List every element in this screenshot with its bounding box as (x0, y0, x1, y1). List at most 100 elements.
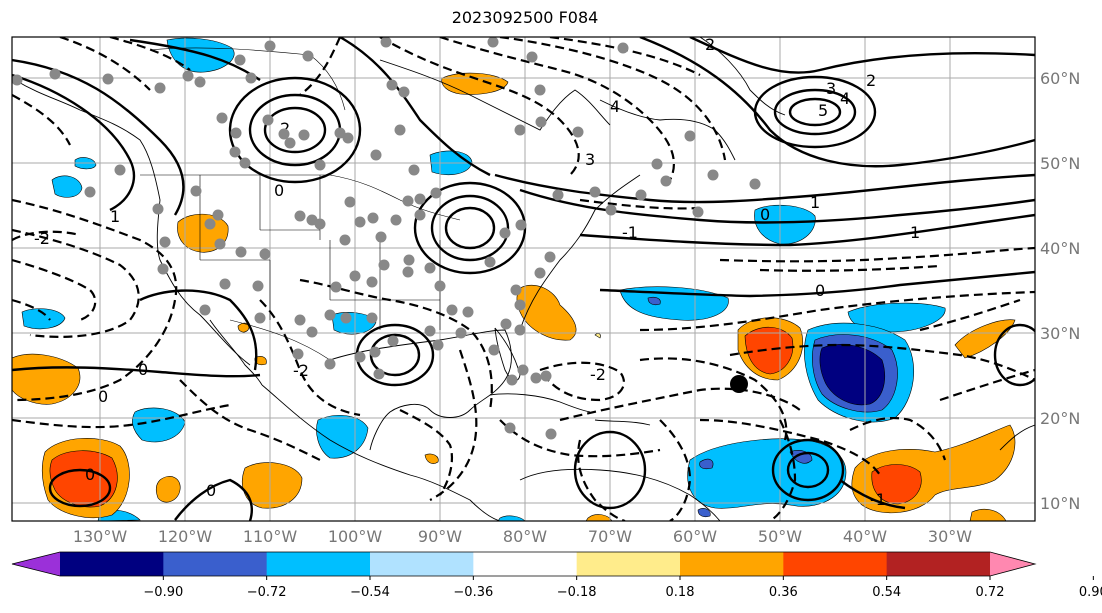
station-marker (373, 368, 385, 380)
observation-points (12, 37, 761, 440)
station-marker (114, 164, 126, 176)
station-marker (514, 299, 526, 311)
station-marker (366, 312, 378, 324)
station-marker (342, 132, 354, 144)
colorbar-segment (370, 552, 474, 576)
contour-label: 1 (810, 193, 820, 212)
station-marker (506, 374, 518, 386)
station-marker (504, 422, 516, 434)
station-marker (182, 70, 194, 82)
station-marker (499, 227, 511, 239)
station-marker (294, 210, 306, 222)
contour-label: 4 (610, 97, 620, 116)
lat-label: 60°N (1040, 69, 1080, 88)
station-marker (535, 116, 547, 128)
contour-label: 0 (85, 465, 95, 484)
contour-label: -1 (622, 223, 638, 242)
anomaly-shading (12, 37, 1016, 521)
station-marker (49, 68, 61, 80)
colorbar-extend-high (990, 552, 1035, 576)
station-marker (414, 209, 426, 221)
station-marker (430, 187, 442, 199)
station-marker (514, 124, 526, 136)
lat-label: 10°N (1040, 494, 1080, 513)
station-marker (216, 112, 228, 124)
contour-label: 5 (818, 101, 828, 120)
colorbar-segment (886, 552, 991, 576)
station-marker (369, 346, 381, 358)
station-marker (545, 428, 557, 440)
station-marker (234, 54, 246, 66)
station-marker (517, 364, 529, 376)
lon-label: 110°W (243, 527, 298, 546)
station-marker (340, 312, 352, 324)
station-marker (230, 127, 242, 139)
station-marker (239, 157, 251, 169)
station-marker (344, 196, 356, 208)
station-marker (298, 129, 310, 141)
station-marker (651, 158, 663, 170)
station-marker (190, 185, 202, 197)
station-marker (487, 37, 499, 48)
station-marker (264, 40, 276, 52)
station-marker (390, 214, 402, 226)
colorbar-segment (266, 552, 371, 576)
contour-label: -1 (870, 490, 886, 509)
station-marker (294, 314, 306, 326)
colorbar-tick-label: −0.36 (453, 585, 493, 600)
contour-label: 1 (910, 223, 920, 242)
map-frame (11, 36, 1036, 522)
lon-label: 60°W (673, 527, 717, 546)
station-marker (408, 164, 420, 176)
lon-label: 90°W (418, 527, 462, 546)
station-marker (462, 306, 474, 318)
contour-labels: 0 0 0 0 0 0 0 1 1 1 2 2 2 3 3 4 4 5 -1 -… (34, 37, 920, 509)
station-marker (534, 84, 546, 96)
station-marker (157, 263, 169, 275)
colorbar-extend-low (12, 552, 60, 576)
station-marker (349, 270, 361, 282)
station-marker (380, 37, 392, 48)
station-marker (235, 246, 247, 258)
station-marker (684, 130, 696, 142)
colorbar-segment (576, 552, 681, 576)
station-marker (194, 76, 206, 88)
station-marker (387, 335, 399, 347)
station-marker (394, 124, 406, 136)
station-marker (402, 266, 414, 278)
station-marker (749, 178, 761, 190)
station-marker (432, 339, 444, 351)
station-marker (510, 284, 522, 296)
lat-label: 50°N (1040, 154, 1080, 173)
station-marker (526, 51, 538, 63)
colorbar-tick-label: −0.90 (143, 585, 183, 600)
station-marker (219, 278, 231, 290)
station-marker (544, 251, 556, 263)
station-marker (254, 312, 266, 324)
station-marker (534, 267, 546, 279)
contour-label: -2 (590, 365, 606, 384)
lon-label: 130°W (73, 527, 128, 546)
station-marker (434, 280, 446, 292)
contour-label: 4 (840, 89, 850, 108)
station-marker (367, 212, 379, 224)
colorbar-tick-label: 0.18 (666, 585, 695, 600)
contour-label: 0 (138, 360, 148, 379)
contour-label: 1 (110, 207, 120, 226)
station-marker (446, 304, 458, 316)
station-marker (572, 126, 584, 138)
station-marker (635, 189, 647, 201)
station-marker (154, 82, 166, 94)
station-marker (398, 86, 410, 98)
station-marker (540, 370, 552, 382)
station-marker (314, 159, 326, 171)
station-marker (500, 318, 512, 330)
station-marker (692, 206, 704, 218)
station-marker (354, 351, 366, 363)
colorbar-tick-label: 0.54 (872, 585, 901, 600)
map-background (12, 37, 1035, 521)
colorbar-tick-label: −0.18 (557, 585, 597, 600)
station-marker (212, 209, 224, 221)
contour-label: -2 (293, 361, 309, 380)
station-marker (707, 169, 719, 181)
